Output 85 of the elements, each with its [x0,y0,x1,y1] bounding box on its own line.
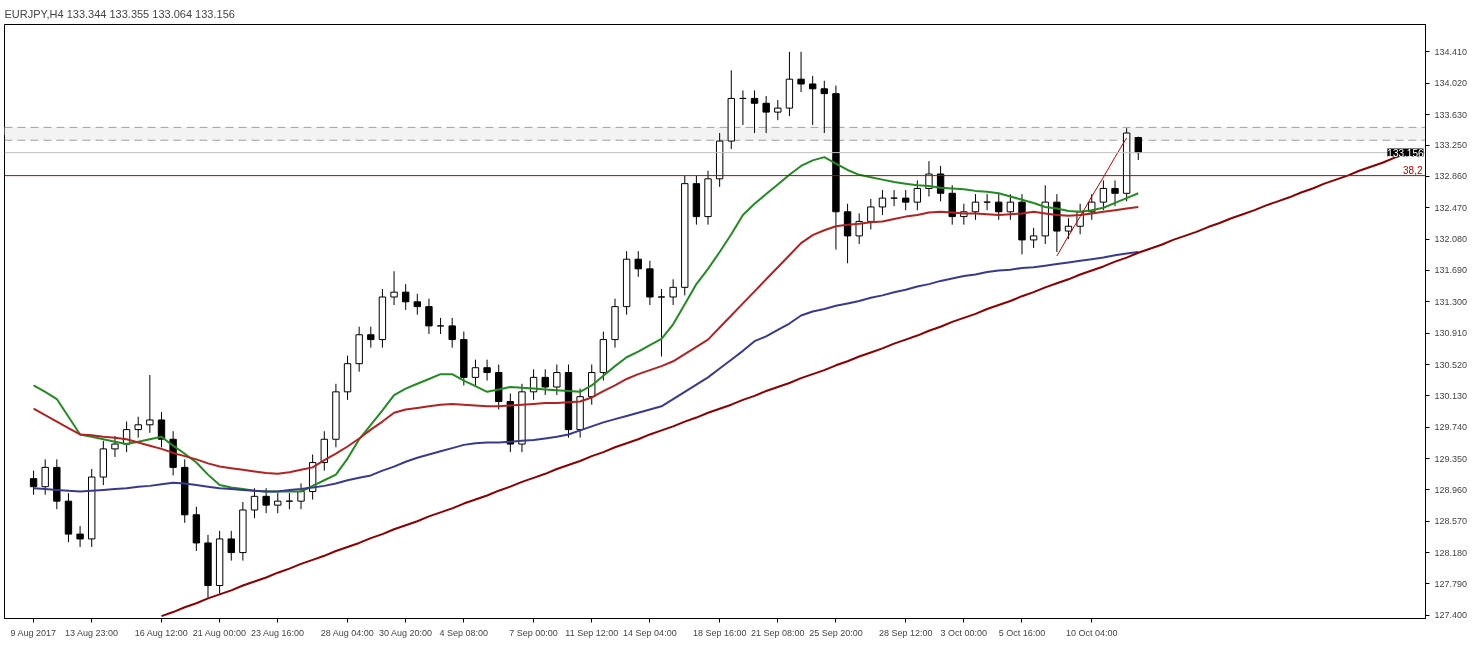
x-tick-label: 30 Aug 20:00 [378,627,432,638]
candlestick [1029,227,1038,249]
candlestick [971,193,980,221]
y-tick-label: 132.080 [1434,234,1468,245]
candlestick [1006,193,1015,221]
x-tick-label: 18 Sep 16:00 [692,627,747,638]
x-tick-label: 7 Sep 00:00 [509,627,558,638]
candlestick [750,89,759,134]
candlestick [320,430,328,472]
chart-title: EURJPY,H4 133.344 133.355 133.064 133.156 [4,7,235,20]
candlestick [867,198,875,230]
candlestick [657,288,666,357]
x-tick-label: 4 Sep 08:00 [439,627,489,638]
x-tick-label: 28 Sep 12:00 [878,627,933,638]
x-tick-label: 10 Oct 04:00 [1066,627,1118,638]
candlestick [425,298,433,335]
candlestick [1111,179,1119,207]
y-tick-label: 130.130 [1434,390,1468,401]
y-tick-label: 131.690 [1434,265,1468,276]
candlestick [274,492,282,514]
candlestick [878,189,887,216]
candlestick [250,487,259,519]
candlestick [890,189,898,207]
x-tick-label: 21 Aug 00:00 [192,627,246,638]
candlestick [227,530,235,562]
candlestick [76,525,84,548]
x-tick-label: 28 Aug 04:00 [320,627,374,638]
candlestick [669,278,677,306]
candlestick [913,179,922,211]
candlestick [146,374,154,434]
candlestick [634,250,642,278]
y-tick-label: 128.180 [1434,547,1468,558]
y-tick-label: 134.410 [1434,46,1468,57]
candlestick [1064,217,1073,240]
annotation: 38,2 [1403,164,1423,176]
candlestick [774,99,782,121]
y-tick-label: 131.300 [1434,296,1468,307]
x-tick-label: 14 Sep 04:00 [623,627,677,638]
y-tick-label: 128.960 [1434,484,1468,495]
candlestick [29,470,38,496]
candlestick [948,184,956,226]
x-tick-label: 3 Oct 00:00 [940,627,988,638]
y-tick-label: 130.520 [1434,359,1468,370]
x-tick-label: 25 Sep 20:00 [809,627,863,638]
y-tick-label: 129.740 [1434,422,1468,433]
candlestick [553,364,561,396]
ref-line-label: 133.156 [1387,147,1424,159]
candlestick [401,283,410,311]
y-tick-label: 132.860 [1434,171,1468,182]
y-tick-label: 128.570 [1434,516,1468,527]
y-tick-label: 132.470 [1434,202,1468,213]
candlestick [1099,179,1108,211]
candlestick [808,75,817,126]
candlestick [413,293,422,316]
x-tick-label: 13 Aug 23:00 [64,627,118,638]
x-tick-label: 11 Sep 12:00 [565,627,619,638]
x-tick-label: 9 Aug 2017 [10,627,57,638]
candlestick [390,270,398,306]
candlestick [541,368,549,396]
x-tick-label: 5 Oct 16:00 [998,627,1046,638]
y-tick-label: 127.790 [1434,578,1468,589]
y-tick-label: 133.250 [1434,140,1468,151]
candlestick [820,80,829,134]
candlestick [483,359,491,382]
x-tick-label: 16 Aug 12:00 [134,627,188,638]
candlestick [448,317,456,349]
y-tick-label: 127.400 [1434,610,1468,621]
x-tick-label: 21 Sep 08:00 [751,627,805,638]
candlestick [111,435,119,458]
y-tick-label: 134.020 [1434,78,1468,89]
x-tick-label: 23 Aug 16:00 [251,627,305,638]
y-tick-label: 130.910 [1434,328,1468,339]
candlestick [367,326,375,349]
candlestick [262,487,270,514]
candlestick [134,416,142,439]
candlestick [995,193,1003,221]
candlestick [983,193,991,211]
candlestick [797,51,805,93]
candlestick [297,482,305,510]
candlestick [41,458,49,496]
candlestick [902,189,910,211]
y-tick-label: 133.630 [1434,109,1468,120]
candlestick [762,95,770,134]
y-tick-label: 129.350 [1434,453,1468,464]
candlestick [471,359,480,386]
